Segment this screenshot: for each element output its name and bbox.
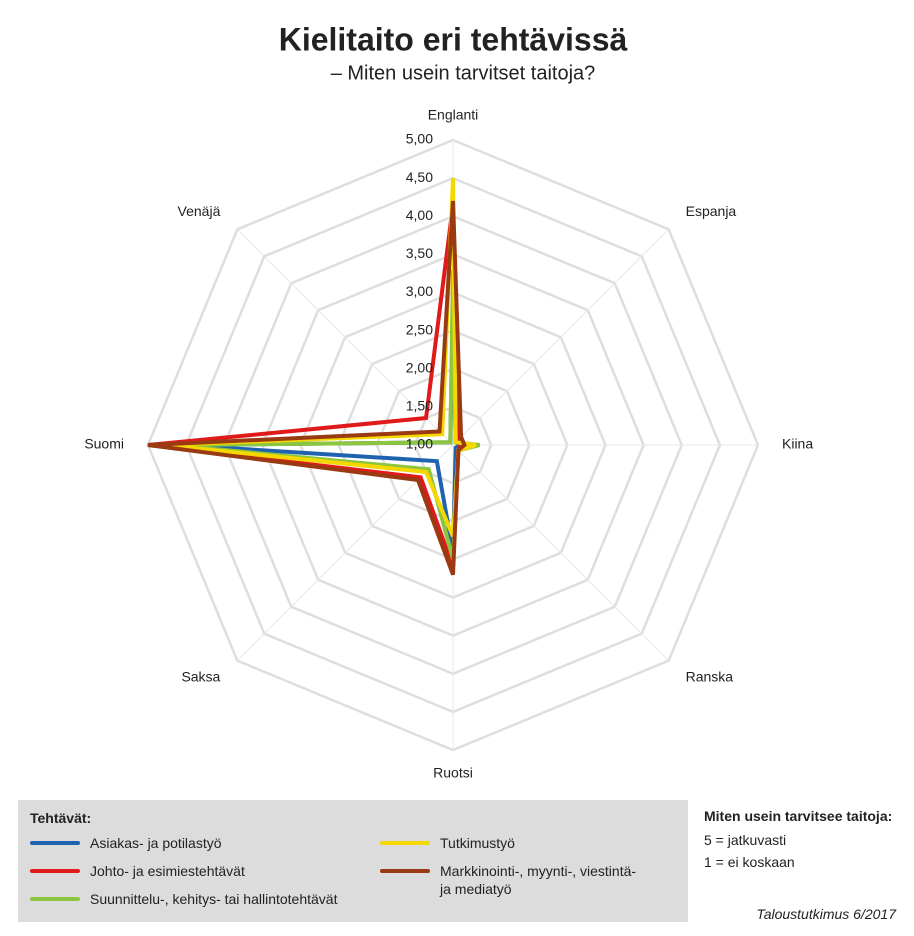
category-label: Espanja — [686, 203, 737, 219]
note-line: 5 = jatkuvasti — [704, 832, 787, 848]
note-line: 1 = ei koskaan — [704, 854, 795, 870]
axis-spoke — [236, 228, 454, 446]
legend-swatch — [380, 841, 430, 845]
category-label: Ruotsi — [433, 765, 473, 781]
legend-item: Johto- ja esimiestehtävät — [30, 862, 300, 880]
legend-title: Tehtävät: — [30, 810, 92, 826]
chart-title: Kielitaito eri tehtävissä — [279, 21, 628, 57]
note-title: Miten usein tarvitsee taitoja: — [704, 808, 893, 824]
legend-label: Markkinointi-, myynti-, viestintä- ja me… — [440, 863, 637, 897]
series-line — [147, 200, 467, 576]
category-label: Saksa — [181, 668, 220, 684]
chart: Kielitaito eri tehtävissä – Miten usein … — [84, 21, 813, 781]
legend-label: Suunnittelu-, kehitys- tai hallintotehtä… — [90, 891, 338, 907]
source: Taloustutkimus 6/2017 — [756, 906, 896, 922]
axis-spoke — [452, 228, 670, 446]
series-line — [178, 300, 465, 553]
legend-item: Asiakas- ja potilastyö — [30, 834, 300, 852]
note: Miten usein tarvitsee taitoja: 5 = jatku… — [704, 808, 892, 876]
category-label: Ranska — [686, 668, 734, 684]
y-tick-label: 1,00 — [406, 436, 433, 452]
axis-spoke — [452, 444, 670, 662]
legend-label: Asiakas- ja potilastyö — [90, 835, 222, 851]
legend-label: Tutkimustyö — [440, 835, 515, 851]
legend-label: Johto- ja esimiestehtävät — [90, 863, 245, 879]
chart-subtitle: – Miten usein tarvitset taitoja? — [331, 62, 596, 84]
category-label: Englanti — [428, 107, 479, 123]
y-tick-label: 2,00 — [406, 359, 433, 375]
legend-swatch — [380, 869, 430, 873]
y-tick-label: 3,50 — [406, 245, 433, 261]
legend-item: Markkinointi-, myynti-, viestintä- ja me… — [380, 862, 650, 898]
legend: Tehtävät: Asiakas- ja potilastyö Johto- j… — [18, 800, 688, 922]
legend-swatch — [30, 869, 80, 873]
y-tick-label: 4,50 — [406, 169, 433, 185]
legend-item: Suunnittelu-, kehitys- tai hallintotehtä… — [30, 890, 390, 908]
legend-item: Tutkimustyö — [380, 834, 650, 852]
category-label: Venäjä — [178, 203, 221, 219]
y-tick-label: 1,50 — [406, 398, 433, 414]
y-tick-label: 4,00 — [406, 207, 433, 223]
category-label: Kiina — [782, 436, 813, 452]
y-tick-label: 2,50 — [406, 321, 433, 337]
series-line — [163, 178, 477, 538]
category-label: Suomi — [84, 436, 124, 452]
y-tick-label: 5,00 — [406, 131, 433, 147]
y-tick-label: 3,00 — [406, 283, 433, 299]
legend-swatch — [30, 897, 80, 901]
legend-swatch — [30, 841, 80, 845]
